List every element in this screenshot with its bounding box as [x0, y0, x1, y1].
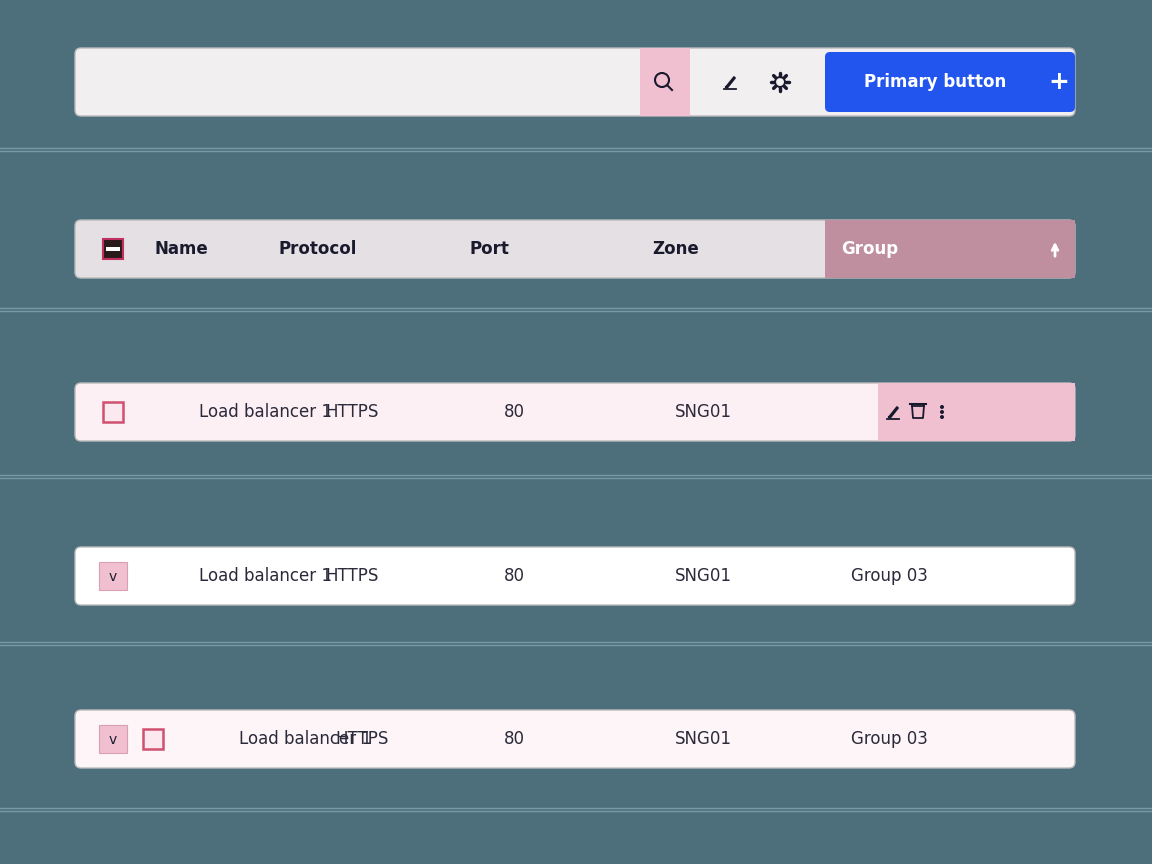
Text: Group 03: Group 03 [850, 567, 927, 585]
Text: Protocol: Protocol [279, 240, 357, 258]
Circle shape [940, 405, 943, 409]
FancyBboxPatch shape [75, 383, 1075, 441]
Text: 80: 80 [503, 567, 524, 585]
FancyBboxPatch shape [75, 220, 1075, 278]
Circle shape [940, 410, 943, 414]
Text: v: v [109, 733, 118, 747]
Text: HTTPS: HTTPS [335, 730, 388, 748]
Text: Load balancer 1: Load balancer 1 [238, 730, 372, 748]
Bar [106, 247, 120, 251]
Text: HTTPS: HTTPS [325, 567, 379, 585]
Bar [825, 220, 1075, 278]
Text: Primary button: Primary button [864, 73, 1006, 91]
FancyBboxPatch shape [75, 547, 1075, 605]
Text: SNG01: SNG01 [675, 567, 732, 585]
Bar [99, 725, 127, 753]
Text: Group: Group [841, 240, 899, 258]
Text: SNG01: SNG01 [675, 730, 732, 748]
Text: SNG01: SNG01 [675, 403, 732, 421]
Text: Port: Port [469, 240, 509, 258]
Bar [878, 383, 1075, 441]
Text: Load balancer 1: Load balancer 1 [199, 567, 332, 585]
Bar [143, 729, 162, 749]
Bar [99, 562, 127, 590]
Bar [103, 402, 123, 422]
Bar [103, 239, 123, 259]
FancyBboxPatch shape [75, 48, 1075, 116]
FancyBboxPatch shape [75, 710, 1075, 768]
Text: +: + [1048, 70, 1069, 94]
Text: HTTPS: HTTPS [325, 403, 379, 421]
Text: Zone: Zone [653, 240, 699, 258]
Text: Load balancer 1: Load balancer 1 [199, 403, 332, 421]
Text: 80: 80 [503, 403, 524, 421]
Text: Group 03: Group 03 [850, 730, 927, 748]
Circle shape [940, 415, 943, 419]
Bar [641, 48, 690, 116]
Text: v: v [109, 570, 118, 584]
FancyBboxPatch shape [825, 52, 1075, 112]
Text: 80: 80 [503, 730, 524, 748]
Text: Name: Name [156, 240, 209, 258]
